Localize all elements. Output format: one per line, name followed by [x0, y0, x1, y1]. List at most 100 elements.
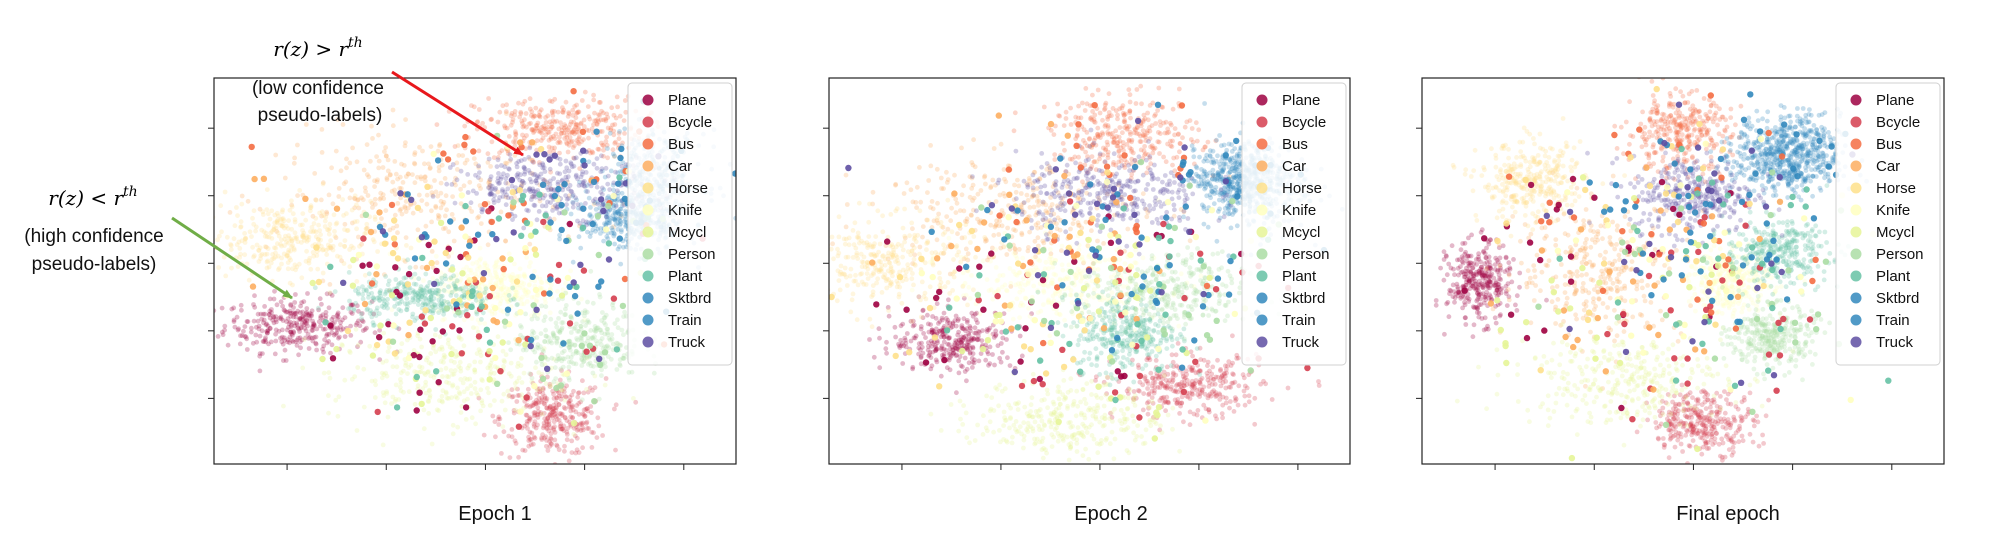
- scatter-point-outlier: [532, 251, 540, 258]
- scatter-point: [492, 193, 497, 199]
- scatter-point: [597, 327, 603, 333]
- scatter-point: [377, 290, 383, 296]
- scatter-point: [529, 313, 534, 319]
- scatter-point: [452, 179, 457, 185]
- scatter-point: [346, 306, 351, 312]
- scatter-point: [569, 130, 575, 136]
- scatter-point: [395, 176, 400, 182]
- scatter-point-outlier: [523, 219, 531, 227]
- scatter-point: [554, 358, 559, 364]
- scatter-point: [548, 316, 554, 322]
- scatter-point: [560, 320, 566, 325]
- scatter-point: [551, 391, 556, 397]
- scatter-point: [347, 247, 352, 252]
- scatter-point: [585, 408, 591, 414]
- scatter-point: [519, 380, 525, 385]
- scatter-point: [972, 325, 978, 331]
- scatter-point: [251, 221, 257, 227]
- scatter-point: [533, 425, 539, 431]
- scatter-point: [478, 186, 483, 191]
- scatter-point: [496, 416, 501, 422]
- scatter-point: [439, 275, 445, 281]
- scatter-point: [568, 408, 574, 414]
- scatter-point: [499, 163, 504, 168]
- scatter-point: [281, 218, 287, 224]
- scatter-point: [264, 234, 270, 240]
- scatter-point-outlier: [618, 145, 625, 153]
- scatter-point: [239, 333, 245, 339]
- scatter-point: [418, 369, 424, 375]
- scatter-point: [549, 365, 554, 371]
- scatter-point: [498, 209, 504, 215]
- scatter-point: [513, 407, 518, 413]
- scatter-point: [489, 139, 495, 145]
- scatter-point: [265, 330, 270, 336]
- scatter-point: [543, 381, 549, 387]
- scatter-point: [552, 424, 557, 430]
- scatter-point: [379, 370, 385, 376]
- scatter-point: [386, 278, 392, 284]
- scatter-point: [1184, 382, 1190, 388]
- scatter-point: [556, 402, 562, 408]
- scatter-point: [506, 273, 512, 278]
- scatter-point: [536, 345, 541, 351]
- scatter-point: [555, 109, 561, 115]
- scatter-point: [945, 317, 951, 323]
- scatter-point: [271, 314, 276, 319]
- scatter-point: [1190, 381, 1196, 387]
- scatter-point: [440, 302, 446, 308]
- legend-marker: [642, 314, 654, 326]
- scatter-point: [900, 321, 906, 327]
- scatter-point: [366, 295, 371, 300]
- scatter-point-outlier: [509, 189, 516, 196]
- scatter-point: [321, 370, 327, 376]
- scatter-point: [546, 422, 551, 428]
- scatter-point: [570, 107, 576, 113]
- scatter-point: [552, 136, 558, 142]
- scatter-point: [222, 327, 228, 333]
- scatter-point: [461, 293, 467, 298]
- scatter-point: [531, 159, 537, 165]
- scatter-point: [963, 333, 968, 339]
- scatter-point: [261, 317, 267, 323]
- scatter-point: [315, 266, 321, 272]
- scatter-point: [304, 235, 310, 241]
- scatter-point: [249, 234, 254, 240]
- scatter-point: [502, 359, 507, 365]
- scatter-point: [414, 370, 420, 375]
- scatter-point: [371, 297, 377, 303]
- scatter-point: [522, 166, 528, 172]
- scatter-point: [569, 189, 575, 195]
- scatter-point: [387, 227, 393, 233]
- scatter-point: [458, 286, 464, 291]
- scatter-point: [572, 342, 578, 348]
- scatter-point: [611, 187, 617, 193]
- scatter-point: [567, 419, 572, 425]
- scatter-point: [565, 114, 571, 119]
- scatter-point: [397, 208, 403, 213]
- scatter-point: [504, 296, 510, 302]
- scatter-point-outlier: [468, 292, 476, 299]
- scatter-point: [548, 440, 554, 446]
- scatter-point: [522, 157, 527, 162]
- scatter-point: [532, 268, 537, 274]
- scatter-point: [477, 287, 483, 292]
- scatter-point: [570, 415, 575, 421]
- scatter-point: [257, 351, 263, 356]
- scatter-point: [612, 406, 617, 412]
- scatter-point: [405, 301, 410, 306]
- scatter-point: [548, 186, 554, 192]
- scatter-point: [581, 137, 586, 143]
- scatter-point: [309, 224, 315, 230]
- scatter-point: [519, 179, 525, 184]
- scatter-point: [563, 303, 569, 308]
- scatter-point: [505, 289, 511, 295]
- scatter-point: [435, 287, 441, 293]
- scatter-point: [541, 126, 547, 131]
- scatter-point: [253, 324, 259, 330]
- scatter-point: [524, 299, 530, 304]
- scatter-point-outlier: [468, 303, 475, 310]
- scatter-point: [280, 303, 285, 309]
- scatter-point: [531, 130, 536, 135]
- scatter-point: [548, 187, 554, 192]
